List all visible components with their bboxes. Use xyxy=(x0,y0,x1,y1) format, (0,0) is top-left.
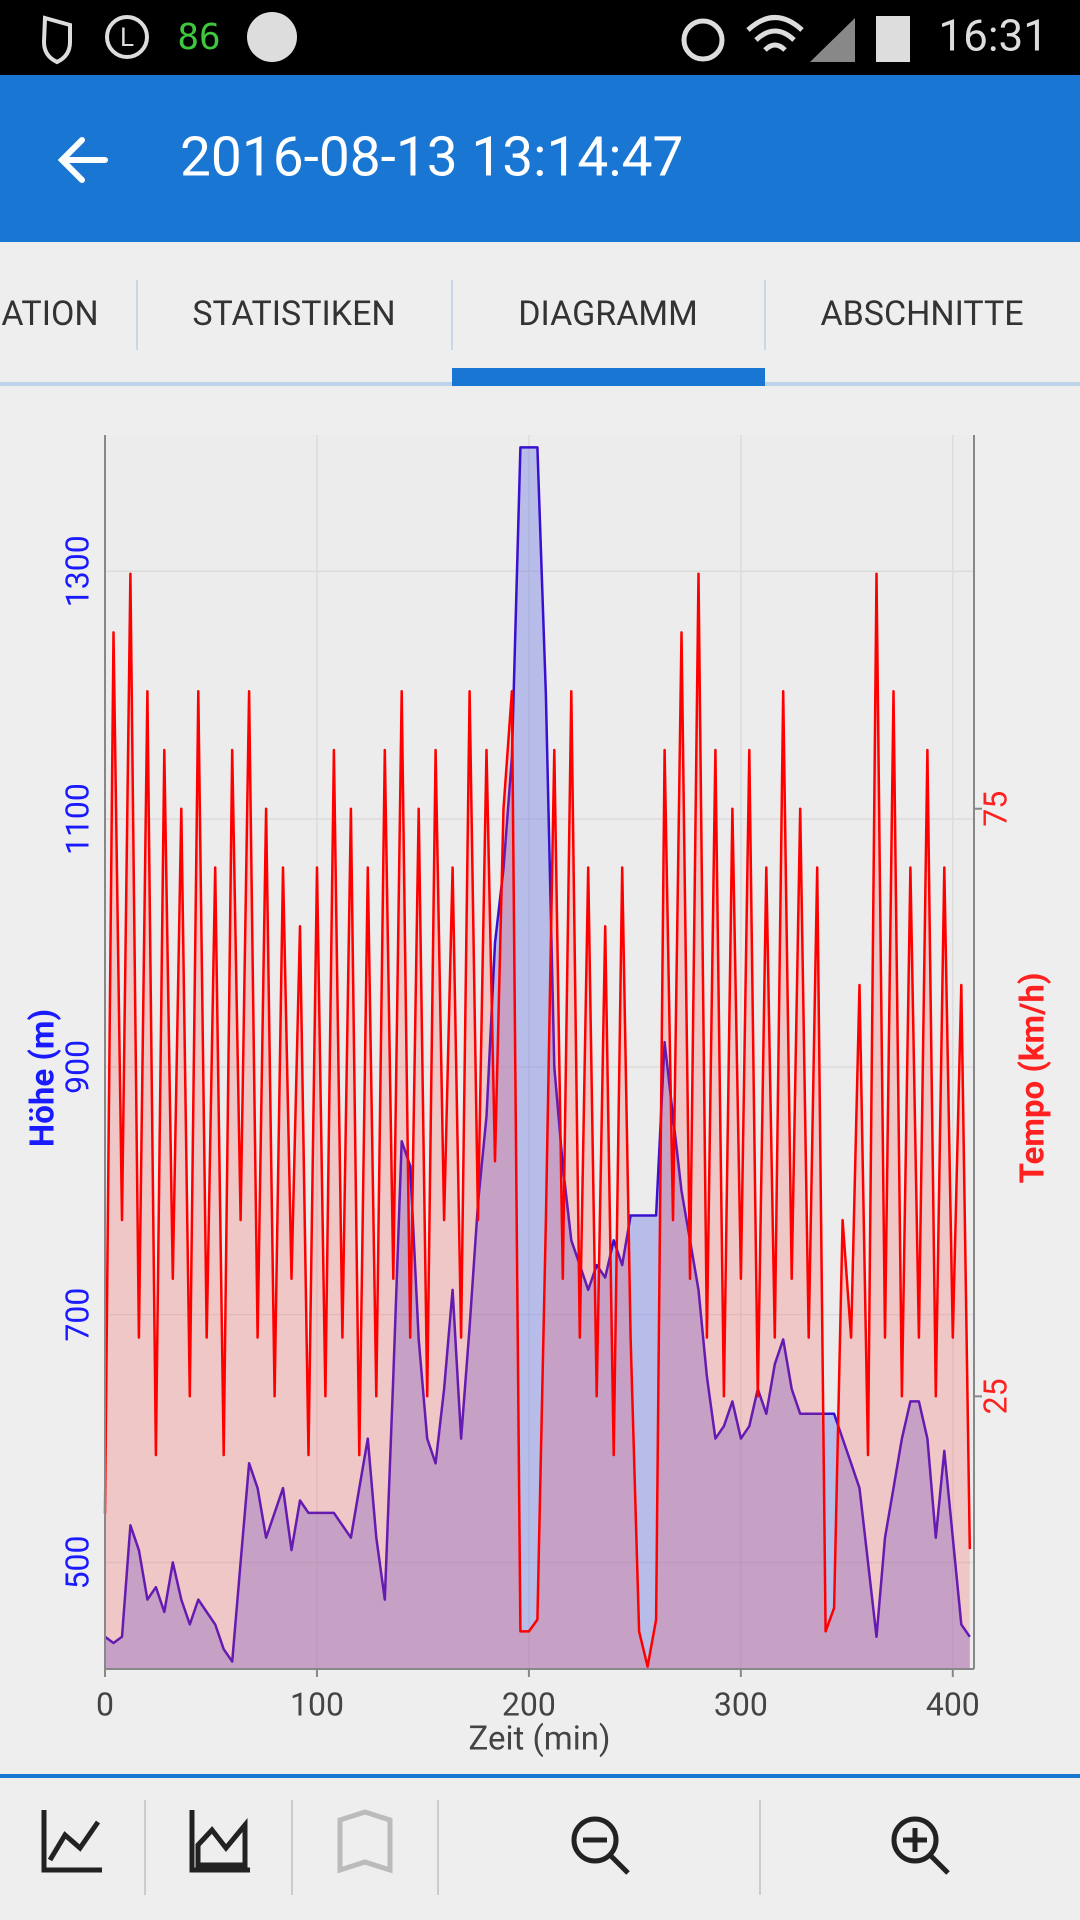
toolbar xyxy=(0,75,1080,242)
line xyxy=(104,446,971,1663)
tab-bar xyxy=(0,242,1080,386)
status-bar xyxy=(0,0,1080,75)
zoom-out-button[interactable] xyxy=(571,1816,630,1875)
wifi-icon xyxy=(746,15,804,52)
zoom-in-button[interactable] xyxy=(891,1816,950,1875)
area xyxy=(105,573,970,1670)
tab[interactable]: STATISTIKEN xyxy=(192,294,395,334)
y2-tick-label: 75 xyxy=(976,791,1014,827)
tab-indicator xyxy=(452,368,765,386)
line xyxy=(103,572,972,1668)
clock: 16:31 xyxy=(938,10,1048,62)
battery-level: 86 xyxy=(177,17,220,58)
l-icon-text: L xyxy=(120,23,134,53)
bottom-bar xyxy=(0,1778,1080,1920)
l-icon xyxy=(105,15,149,59)
x-axis-title: Zeit (min) xyxy=(469,1720,611,1759)
y-tick-label: 700 xyxy=(58,1288,96,1342)
chart-type-button[interactable] xyxy=(189,1810,250,1873)
y2-tick-label: 25 xyxy=(976,1378,1014,1414)
x-tick-label: 0 xyxy=(96,1685,114,1723)
x-tick-label: 200 xyxy=(502,1685,556,1723)
signal-icon xyxy=(810,18,855,62)
back-button[interactable] xyxy=(57,137,108,183)
x-tick-label: 400 xyxy=(926,1685,980,1723)
battery-icon xyxy=(876,16,910,62)
chart-settings-button[interactable] xyxy=(41,1810,102,1873)
area xyxy=(105,447,970,1669)
y2-axis-title: Tempo (km/h) xyxy=(1014,973,1053,1184)
sync-icon xyxy=(247,12,297,62)
y-tick-label: 1300 xyxy=(58,535,96,607)
y-tick-label: 900 xyxy=(58,1040,96,1094)
alarm-icon xyxy=(681,18,725,62)
map-button[interactable] xyxy=(337,1809,393,1874)
y-axis-title: Höhe (m) xyxy=(24,1009,63,1147)
shield-icon xyxy=(41,15,72,65)
tab[interactable]: ABSCHNITTE xyxy=(820,294,1023,334)
y-tick-label: 1100 xyxy=(58,783,96,855)
y-tick-label: 500 xyxy=(58,1535,96,1589)
x-tick-label: 300 xyxy=(714,1685,768,1723)
bottom-divider xyxy=(0,1774,1080,1778)
tab[interactable]: DIAGRAMM xyxy=(518,294,698,334)
toolbar-title: 2016-08-13 13:14:47 xyxy=(180,126,683,190)
tab[interactable]: ATION xyxy=(1,294,98,334)
x-tick-label: 100 xyxy=(290,1685,344,1723)
